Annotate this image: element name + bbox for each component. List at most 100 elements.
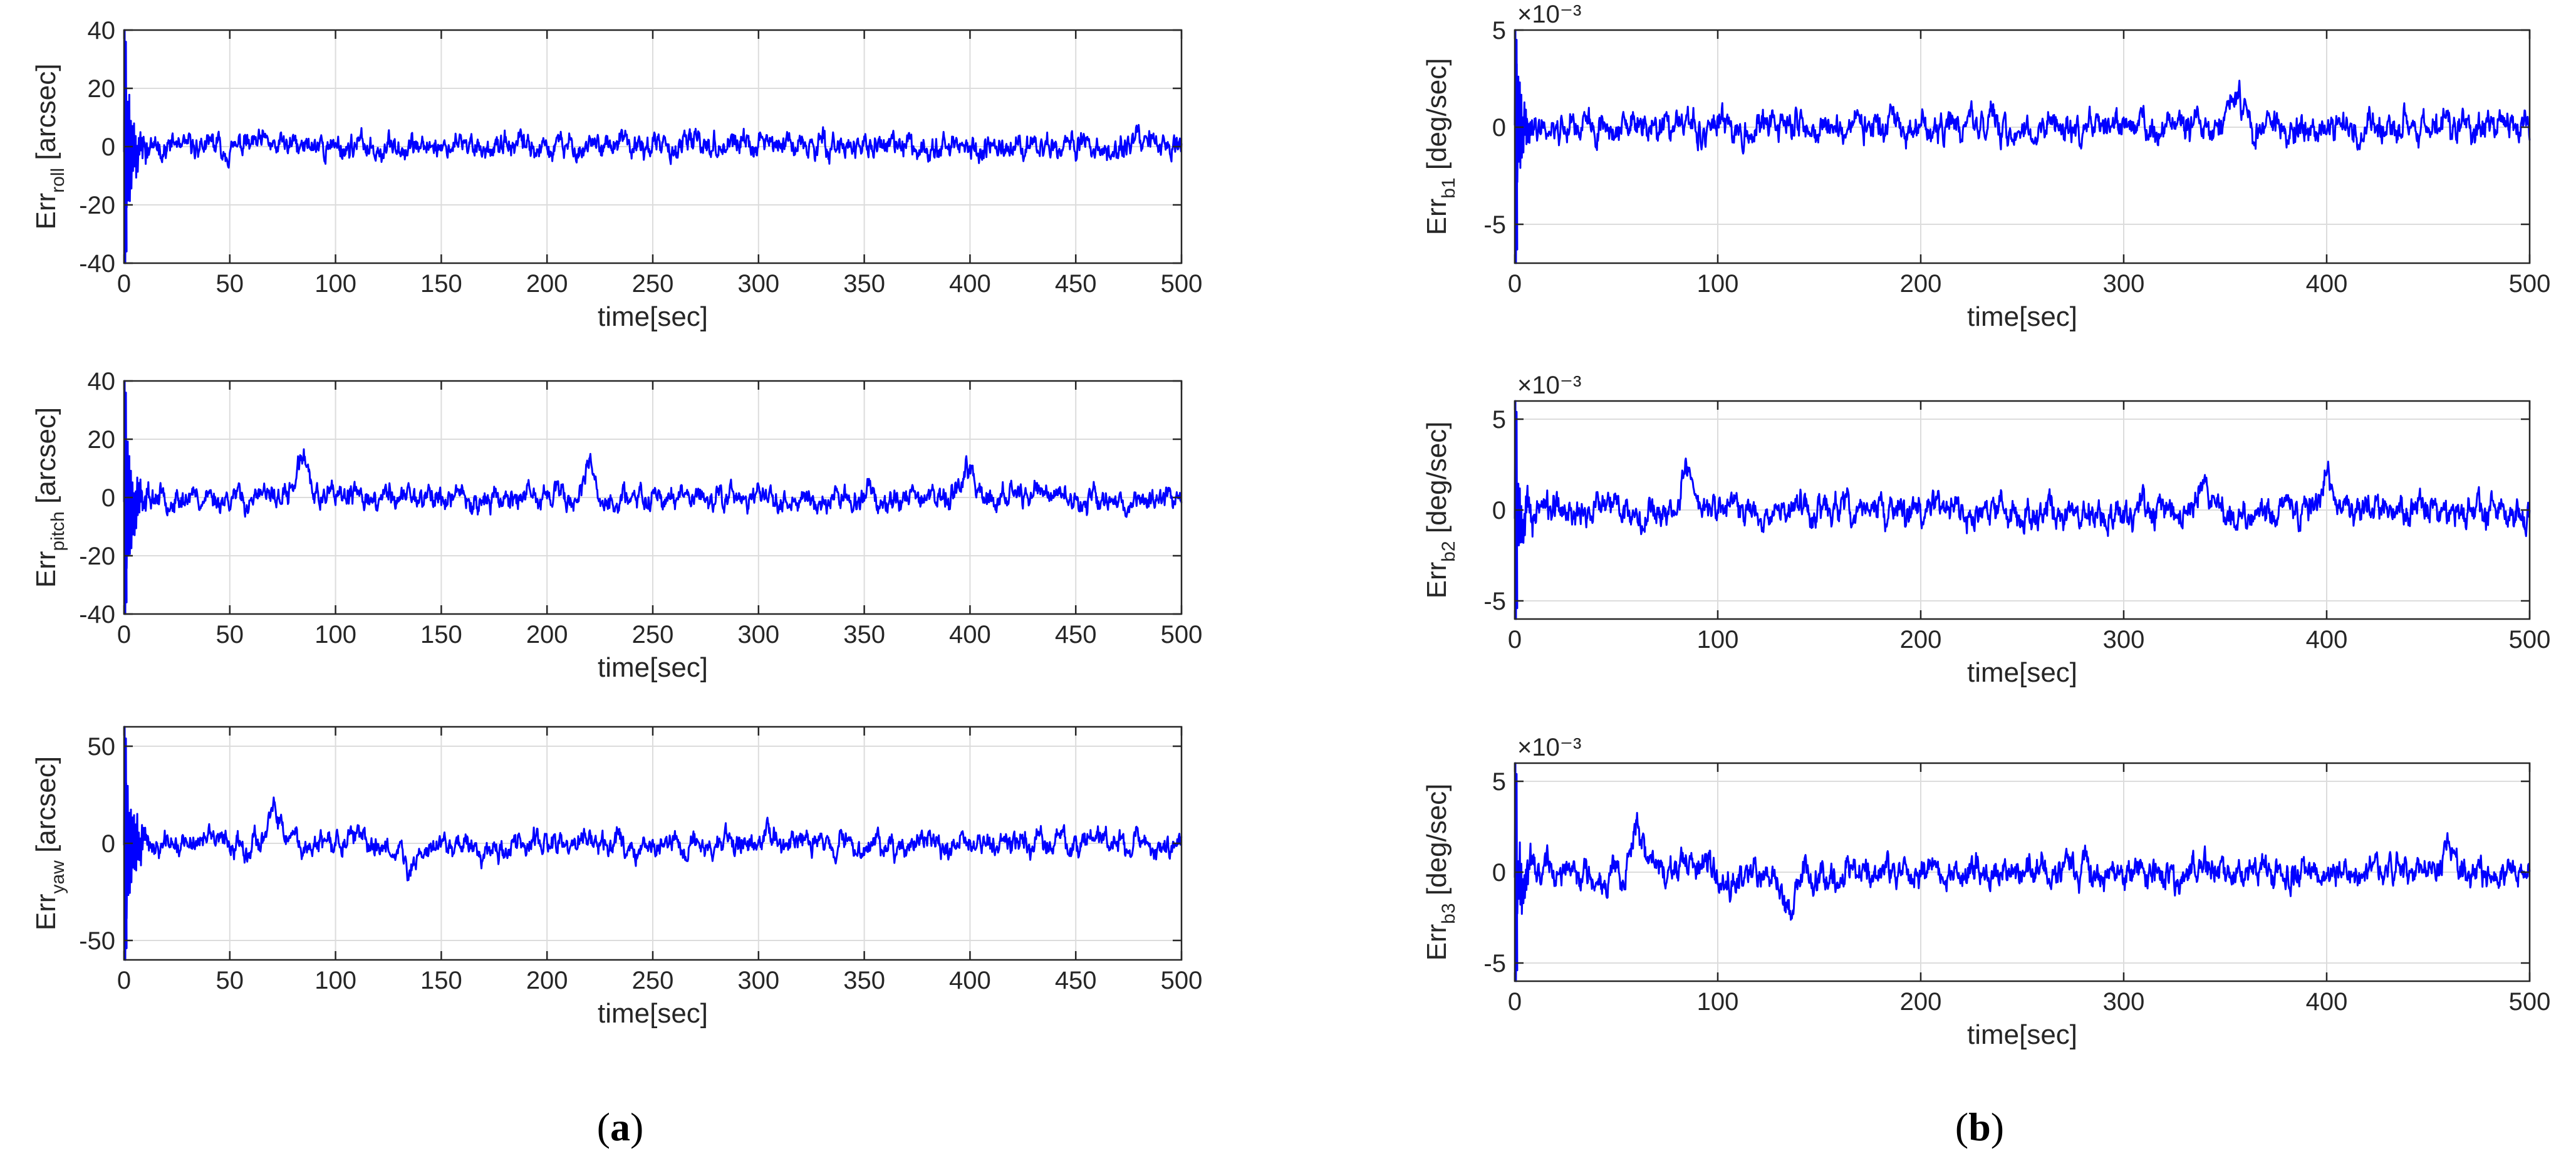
x-tick-label: 300: [2103, 626, 2145, 653]
series-line-b1-0: [1514, 29, 2531, 264]
x-tick-label: 500: [2509, 626, 2551, 653]
x-tick-label: 50: [216, 621, 244, 648]
y-tick-label: -20: [79, 192, 115, 219]
y-tick-label: 0: [1492, 114, 1506, 142]
y-axis-label-a2: Errpitch [arcsec]: [31, 407, 68, 588]
x-tick-label: 50: [216, 967, 244, 994]
x-axis-label-b2: time[sec]: [1967, 657, 2077, 688]
y-axis-label-a1: Errroll [arcsec]: [31, 64, 68, 230]
x-tick-label: 350: [843, 270, 885, 298]
x-tick-label: 300: [737, 967, 779, 994]
x-tick-label: 200: [1900, 626, 1942, 653]
y-tick-label: -5: [1483, 950, 1506, 977]
y-axis-label-a3: Erryaw [arcsec]: [31, 756, 68, 930]
y-tick-label: 0: [101, 133, 115, 161]
x-tick-label: 0: [1508, 270, 1522, 298]
x-tick-label: 500: [1161, 967, 1203, 994]
y-tick-label: -5: [1483, 588, 1506, 615]
scale-exponent-label-b1: ×10⁻³: [1517, 1, 1581, 28]
x-tick-label: 100: [314, 967, 356, 994]
x-tick-label: 400: [2306, 270, 2348, 298]
x-tick-label: 100: [314, 621, 356, 648]
x-tick-label: 250: [632, 270, 674, 298]
y-tick-label: 0: [1492, 497, 1506, 524]
x-tick-label: 350: [843, 967, 885, 994]
x-tick-label: 0: [117, 621, 131, 648]
x-axis-label-a2: time[sec]: [598, 652, 708, 683]
panel-label-a: (a): [597, 1105, 644, 1149]
x-tick-label: 0: [117, 967, 131, 994]
x-tick-label: 400: [949, 270, 991, 298]
panel-label-b: (b): [1955, 1105, 2004, 1149]
x-tick-label: 100: [1697, 626, 1739, 653]
y-tick-label: 0: [1492, 859, 1506, 887]
y-tick-label: 50: [88, 733, 116, 761]
y-tick-label: 5: [1492, 768, 1506, 796]
x-tick-label: 450: [1055, 621, 1097, 648]
y-tick-label: 20: [88, 426, 116, 454]
chart-b1: 0 100 200 300 400 500 -5 0 5 time[sec] Errb1 [deg/…: [1421, 1, 2550, 332]
series-line-a1-0: [123, 29, 1183, 264]
x-tick-label: 500: [1161, 270, 1203, 298]
x-tick-label: 400: [949, 621, 991, 648]
x-tick-label: 200: [526, 270, 568, 298]
y-tick-label: 5: [1492, 406, 1506, 434]
x-axis-label-b3: time[sec]: [1967, 1019, 2077, 1050]
plot-area-b1: [1515, 30, 2530, 263]
x-tick-label: 100: [314, 270, 356, 298]
x-tick-label: 150: [420, 967, 462, 994]
x-tick-label: 50: [216, 270, 244, 298]
y-tick-label: -20: [79, 543, 115, 570]
x-tick-label: 200: [1900, 270, 1942, 298]
x-tick-label: 300: [2103, 270, 2145, 298]
chart-a2: 0 50 100 150 200 250 300 350 400 450 500 -40 -20 0 20 4…: [31, 368, 1202, 683]
x-tick-label: 200: [526, 621, 568, 648]
y-tick-label: 0: [101, 484, 115, 512]
y-tick-label: 0: [101, 830, 115, 858]
x-tick-label: 400: [2306, 626, 2348, 653]
series-line-b3-0: [1514, 762, 2531, 982]
x-axis-label-b1: time[sec]: [1967, 301, 2077, 332]
y-axis-label-b3: Errb3 [deg/sec]: [1421, 784, 1459, 961]
x-tick-label: 300: [2103, 988, 2145, 1016]
x-tick-label: 500: [2509, 988, 2551, 1016]
x-tick-label: 100: [1697, 270, 1739, 298]
x-tick-label: 100: [1697, 988, 1739, 1016]
x-tick-label: 0: [1508, 626, 1522, 653]
x-tick-label: 450: [1055, 967, 1097, 994]
series-line-a3-0: [123, 726, 1183, 961]
x-tick-label: 300: [737, 621, 779, 648]
x-tick-label: 200: [526, 967, 568, 994]
x-tick-label: 250: [632, 967, 674, 994]
x-tick-label: 400: [949, 967, 991, 994]
x-tick-label: 350: [843, 621, 885, 648]
y-tick-label: -5: [1483, 211, 1506, 239]
x-tick-label: 500: [1161, 621, 1203, 648]
x-tick-label: 0: [1508, 988, 1522, 1016]
x-tick-label: 150: [420, 270, 462, 298]
x-tick-label: 0: [117, 270, 131, 298]
y-axis-label-b1: Errb1 [deg/sec]: [1421, 58, 1459, 236]
x-tick-label: 400: [2306, 988, 2348, 1016]
y-tick-label: 20: [88, 75, 116, 103]
y-tick-label: -40: [79, 601, 115, 628]
scale-exponent-label-b3: ×10⁻³: [1517, 734, 1581, 761]
x-axis-label-a1: time[sec]: [598, 301, 708, 332]
y-tick-label: 40: [88, 368, 116, 395]
x-tick-label: 300: [737, 270, 779, 298]
series-line-b2-0: [1514, 400, 2531, 620]
x-axis-label-a3: time[sec]: [598, 998, 708, 1029]
x-tick-label: 150: [420, 621, 462, 648]
scale-exponent-label-b2: ×10⁻³: [1517, 372, 1581, 399]
series-line-a2-0: [123, 380, 1183, 615]
y-tick-label: -50: [79, 927, 115, 955]
y-tick-label: 40: [88, 17, 116, 44]
x-tick-label: 500: [2509, 270, 2551, 298]
chart-a3: 0 50 100 150 200 250 300 350 400 450 500-50050time…: [31, 726, 1203, 1029]
y-tick-label: -40: [79, 250, 115, 278]
x-tick-label: 450: [1055, 270, 1097, 298]
chart-a1: 0 50 100 150 200 250 300 350 400 450 500 -40 -20 0 20 4…: [31, 17, 1202, 332]
